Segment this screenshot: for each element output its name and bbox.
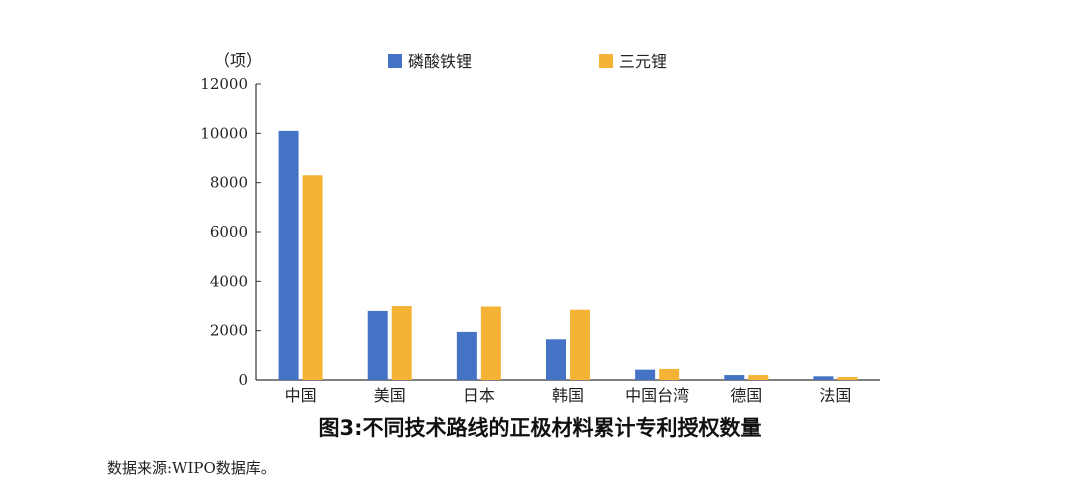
y-unit-label: （项） [214,51,262,70]
y-tick-label: 10000 [200,124,248,142]
bar-series2 [659,368,680,380]
bar-series2 [748,375,769,380]
bar-series2 [391,306,412,380]
x-tick-label: 法国 [819,386,851,405]
bar-series2 [837,377,858,380]
figure-caption: 图3:不同技术路线的正极材料累计专利授权数量 [318,416,762,440]
y-tick-label: 0 [238,371,248,389]
bar-series1 [367,310,388,380]
data-source-note: 数据来源:WIPO数据库。 [107,459,276,477]
legend-label: 三元锂 [619,52,667,71]
x-tick-label: 韩国 [552,386,584,405]
y-tick-label: 12000 [200,75,248,93]
bar-series1 [278,130,299,380]
bar-series2 [480,306,501,380]
legend-swatch [388,54,402,68]
legend-label: 磷酸铁锂 [408,52,472,71]
bar-series1 [724,375,745,380]
bar-series1 [546,339,566,380]
x-tick-label: 日本 [463,386,495,405]
y-tick-label: 6000 [210,223,248,241]
legend-swatch [599,54,613,68]
bar-series1 [456,331,477,380]
x-tick-label: 中国 [285,386,317,405]
bar-series1 [813,376,834,380]
x-tick-label: 中国台湾 [625,386,689,405]
bar-series2 [302,175,323,380]
x-tick-label: 德国 [730,386,762,405]
bar-series1 [635,369,656,380]
y-tick-label: 8000 [210,174,248,192]
y-tick-label: 2000 [210,322,248,340]
bar-series2 [570,309,590,380]
y-tick-label: 4000 [210,272,248,290]
x-tick-label: 美国 [374,386,406,405]
